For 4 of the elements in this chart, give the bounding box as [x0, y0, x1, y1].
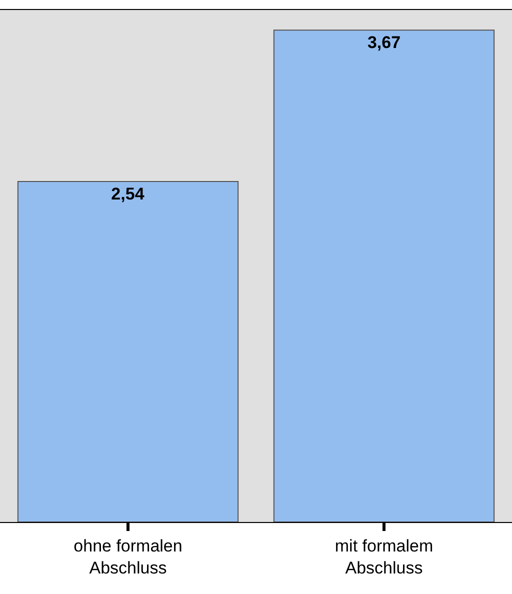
- x-tick-label: mit formalem Abschluss: [334, 536, 434, 578]
- data-label: 2,54: [111, 184, 145, 204]
- x-tick-label: ohne formalen Abschluss: [74, 536, 182, 578]
- data-label: 3,67: [367, 33, 401, 52]
